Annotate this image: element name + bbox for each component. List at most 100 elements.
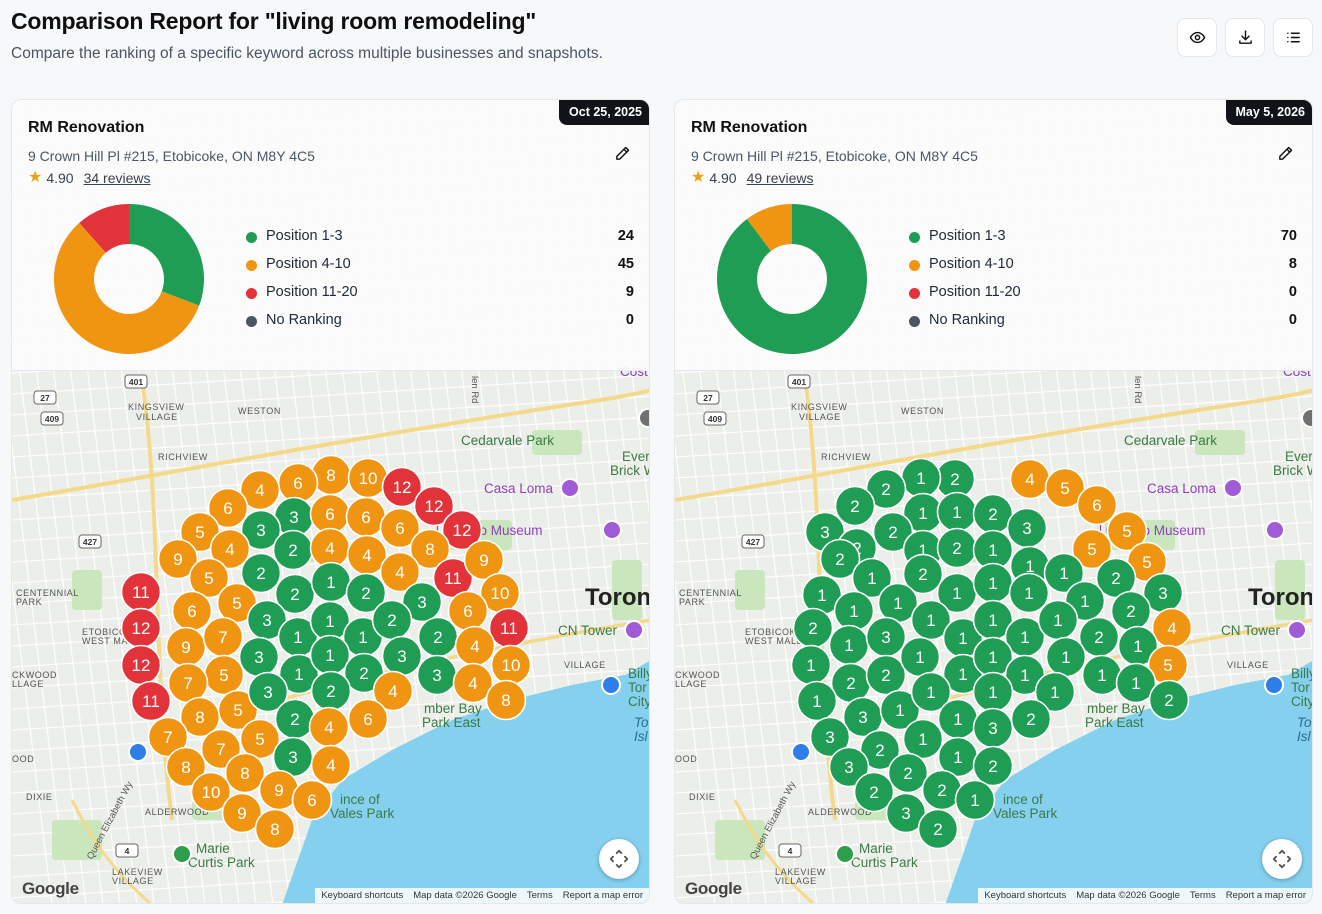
rank-pin[interactable]: 2	[343, 652, 385, 694]
rank-pin[interactable]: 7	[147, 716, 189, 758]
rank-pin[interactable]: 1	[309, 600, 351, 642]
rank-pin[interactable]: 10	[190, 771, 232, 813]
rank-pin[interactable]: 3	[238, 636, 280, 678]
rank-pin[interactable]: 2	[865, 654, 907, 696]
rank-pin[interactable]: 1	[936, 491, 978, 533]
report-error-link[interactable]: Report a map error	[562, 890, 643, 901]
rank-pin[interactable]: 4	[379, 551, 421, 593]
rank-pin[interactable]: 5	[239, 718, 281, 760]
rank-pin[interactable]: 1	[310, 561, 352, 603]
rank-pin[interactable]: 3	[809, 716, 851, 758]
rank-pin[interactable]: 4	[372, 670, 414, 712]
rank-pin[interactable]: 1	[1008, 572, 1050, 614]
report-error-link[interactable]: Report a map error	[1225, 890, 1306, 901]
rank-pin[interactable]: 8	[165, 746, 207, 788]
reviews-link[interactable]: 34 reviews	[83, 170, 151, 186]
rank-pin[interactable]: 5	[217, 689, 259, 731]
rank-pin[interactable]: 1	[851, 557, 893, 599]
rank-pin[interactable]: 1	[900, 457, 942, 499]
rank-pin[interactable]: 2	[936, 527, 978, 569]
rank-pin[interactable]: 2	[859, 729, 901, 771]
rank-pin[interactable]: 2	[792, 607, 834, 649]
rank-pin[interactable]: 11	[130, 680, 172, 722]
rank-pin[interactable]: 6	[345, 496, 387, 538]
rank-pin[interactable]: 2	[345, 572, 387, 614]
download-button[interactable]	[1225, 18, 1265, 57]
rank-pin[interactable]: 2	[1148, 679, 1190, 721]
rank-pin[interactable]: 6	[171, 590, 213, 632]
rank-pin[interactable]: 2	[887, 752, 929, 794]
rank-pin[interactable]: 6	[309, 493, 351, 535]
rank-pin[interactable]: 5	[1147, 644, 1189, 686]
rank-pin[interactable]: 3	[1142, 572, 1184, 614]
rank-pin[interactable]: 4	[239, 469, 281, 511]
rank-pin[interactable]: 2	[872, 511, 914, 553]
rank-pin[interactable]: 1	[972, 636, 1014, 678]
rank-pin[interactable]: 1	[972, 671, 1014, 713]
rank-pin[interactable]: 9	[157, 538, 199, 580]
rank-pin[interactable]: 2	[902, 553, 944, 595]
rank-pin[interactable]: 12	[120, 607, 162, 649]
rank-pin[interactable]: 1	[972, 599, 1014, 641]
rank-pin[interactable]: 4	[209, 528, 251, 570]
rank-pin[interactable]: 9	[221, 792, 263, 834]
rank-pin[interactable]: 2	[274, 573, 316, 615]
rank-pin[interactable]: 4	[1009, 458, 1051, 500]
rank-pin[interactable]: 1	[801, 574, 843, 616]
rank-pin[interactable]: 2	[917, 808, 959, 850]
keyboard-shortcuts-link[interactable]: Keyboard shortcuts	[984, 890, 1067, 901]
rank-pin[interactable]: 6	[1076, 484, 1118, 526]
rank-pin[interactable]: 3	[381, 635, 423, 677]
rank-pin[interactable]: 2	[1078, 616, 1120, 658]
rank-pin[interactable]: 5	[203, 654, 245, 696]
rank-pin[interactable]: 1	[972, 562, 1014, 604]
rank-pin[interactable]: 5	[188, 557, 230, 599]
rank-pin[interactable]: 6	[207, 487, 249, 529]
rank-pin[interactable]: 4	[454, 625, 496, 667]
rank-pin[interactable]: 5	[1106, 510, 1148, 552]
rank-pin[interactable]: 2	[1110, 590, 1152, 632]
rank-pin[interactable]: 11	[488, 607, 530, 649]
rank-pin[interactable]: 1	[879, 689, 921, 731]
rank-pin[interactable]: 3	[1006, 507, 1048, 549]
rank-pin[interactable]: 2	[972, 745, 1014, 787]
rank-pin[interactable]: 1	[1081, 654, 1123, 696]
fullscreen-button[interactable]	[599, 839, 639, 879]
rank-pin[interactable]: 2	[240, 552, 282, 594]
rank-pin[interactable]: 1	[309, 634, 351, 676]
rank-pin[interactable]: 12	[381, 466, 423, 508]
rank-pin[interactable]: 6	[447, 590, 489, 632]
rank-pin[interactable]: 1	[790, 644, 832, 686]
rank-pin[interactable]: 12	[120, 644, 162, 686]
rank-pin[interactable]: 11	[432, 557, 474, 599]
rank-pin[interactable]: 6	[291, 779, 333, 821]
rank-pin[interactable]: 3	[247, 671, 289, 713]
rank-pin[interactable]: 3	[828, 746, 870, 788]
rank-pin[interactable]: 1	[936, 572, 978, 614]
rank-pin[interactable]: 2	[834, 485, 876, 527]
view-button[interactable]	[1177, 18, 1217, 57]
keyboard-shortcuts-link[interactable]: Keyboard shortcuts	[321, 890, 404, 901]
rank-pin[interactable]: 3	[885, 792, 927, 834]
rank-pin[interactable]: 2	[1010, 698, 1052, 740]
rank-pin[interactable]: 1	[954, 779, 996, 821]
rank-pin[interactable]: 2	[417, 616, 459, 658]
list-button[interactable]	[1273, 18, 1313, 57]
rank-pin[interactable]: 2	[830, 662, 872, 704]
rank-pin[interactable]: 1	[1045, 636, 1087, 678]
rank-pin[interactable]: 8	[224, 752, 266, 794]
rank-pin[interactable]: 1	[1034, 671, 1076, 713]
rank-pin[interactable]: 3	[416, 654, 458, 696]
rank-pin[interactable]: 2	[972, 493, 1014, 535]
reviews-link[interactable]: 49 reviews	[746, 170, 814, 186]
rank-pin[interactable]: 3	[865, 616, 907, 658]
rank-pin[interactable]: 7	[202, 616, 244, 658]
rank-pin[interactable]: 1	[910, 671, 952, 713]
rank-pin[interactable]: 5	[1071, 528, 1113, 570]
rank-pin[interactable]: 8	[254, 808, 296, 850]
terms-link[interactable]: Terms	[1189, 890, 1216, 901]
rank-pin[interactable]: 1	[1115, 662, 1157, 704]
rank-pin[interactable]: 6	[347, 698, 389, 740]
edit-button[interactable]	[1274, 142, 1296, 164]
rank-pin[interactable]: 4	[308, 706, 350, 748]
